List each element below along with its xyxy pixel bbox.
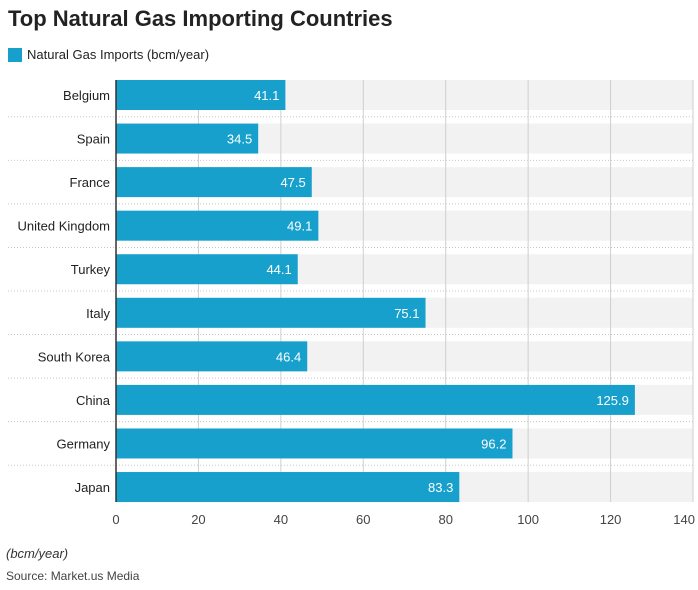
category-label: Belgium [63,88,110,103]
bar [116,167,312,198]
data-label: 83.3 [428,480,453,495]
bar [116,428,513,459]
unit-note: (bcm/year) [6,546,69,561]
bar [116,80,286,110]
category-label: Germany [57,436,111,451]
x-tick-label: 120 [600,512,622,527]
bar [116,123,259,154]
category-label: China [76,393,111,408]
bar [116,210,319,241]
category-label: South Korea [38,349,111,364]
x-tick-label: 80 [438,512,452,527]
x-tick-label: 40 [274,512,288,527]
data-label: 49.1 [287,219,312,234]
x-tick-label: 60 [356,512,370,527]
bar [116,297,426,328]
category-label: Japan [75,480,110,495]
category-label: United Kingdom [18,219,111,234]
x-tick-label: 100 [517,512,539,527]
data-label: 96.2 [481,436,506,451]
legend-label: Natural Gas Imports (bcm/year) [27,47,210,62]
category-label: France [70,175,110,190]
category-label: Italy [86,306,110,321]
data-label: 47.5 [280,175,305,190]
chart-title: Top Natural Gas Importing Countries [8,6,393,31]
category-label: Turkey [71,262,111,277]
legend-swatch [8,47,22,62]
data-label: 41.1 [254,88,279,103]
bar [116,341,308,372]
data-label: 46.4 [276,349,301,364]
x-tick-label: 140 [673,512,695,527]
legend: Natural Gas Imports (bcm/year) [8,47,209,62]
category-label: Spain [77,132,110,147]
data-label: 44.1 [266,262,291,277]
x-tick-label: 20 [191,512,205,527]
x-tick-label: 0 [112,512,119,527]
bar [116,384,635,415]
bar [116,472,460,503]
data-label: 125.9 [596,393,629,408]
data-label: 34.5 [227,132,252,147]
bar [116,254,298,285]
source-note: Source: Market.us Media [6,569,140,583]
data-label: 75.1 [394,306,419,321]
